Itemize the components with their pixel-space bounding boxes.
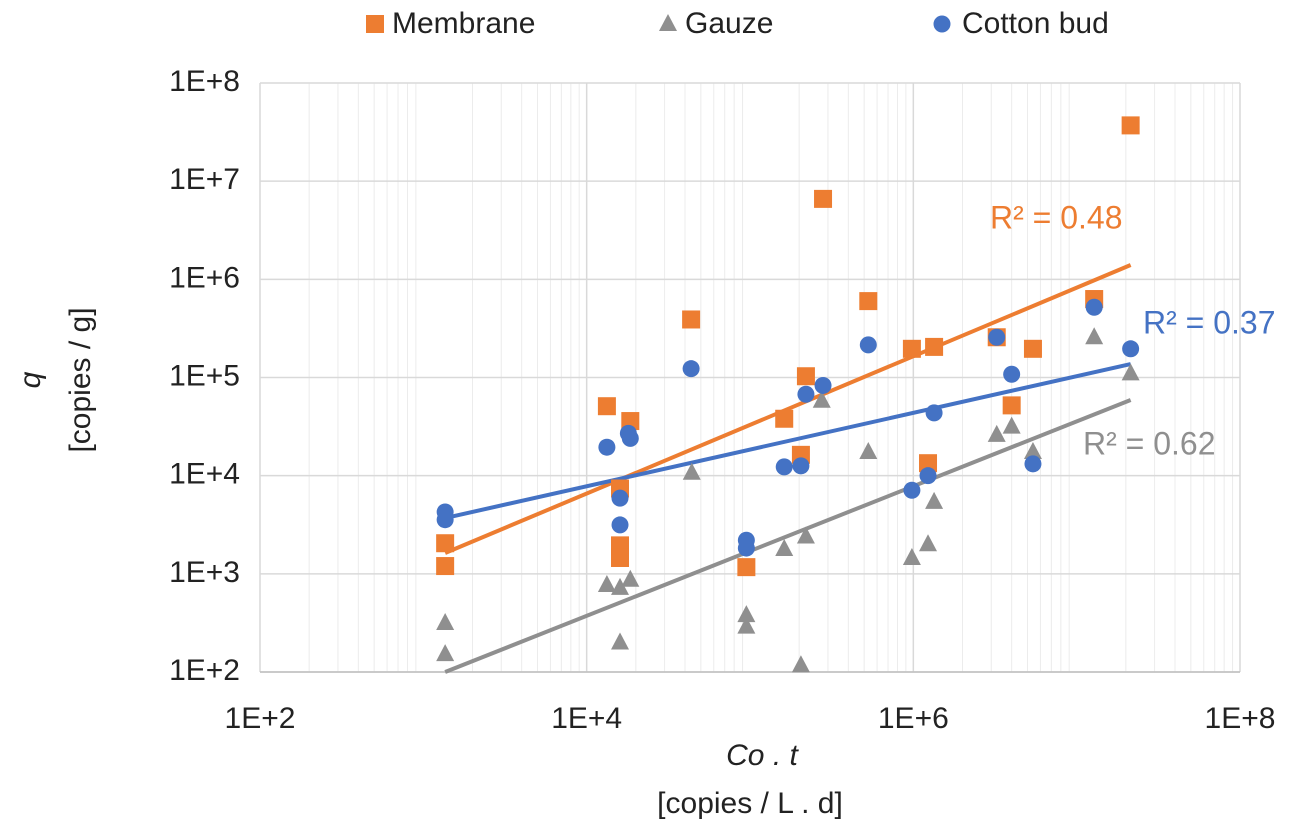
point [796,526,815,544]
point [791,655,810,673]
legend-marker [933,15,951,33]
point [682,360,700,378]
y-tick-label: 1E+3 [169,556,240,589]
legend-label: Membrane [392,7,535,40]
point [903,481,921,499]
point [987,424,1006,442]
point [611,489,629,507]
trendline [444,263,1132,555]
y-tick-label: 1E+5 [169,359,240,392]
point [597,574,616,592]
point [621,429,639,447]
point [1023,339,1042,358]
point [1121,116,1140,135]
r2-label: R² = 0.62 [1083,425,1216,461]
point [919,467,937,485]
y-tick-label: 1E+7 [169,163,240,196]
point [902,339,921,358]
point [1002,396,1021,415]
point [611,632,630,650]
point [859,292,878,311]
legend-label: Cotton bud [962,7,1109,40]
point [436,644,455,662]
point [1085,327,1104,345]
r2-label: R² = 0.37 [1143,304,1276,340]
point [1023,442,1042,460]
point [796,367,815,386]
point [1002,416,1021,434]
point [775,409,794,428]
legend-label: Gauze [685,7,773,40]
x-tick-label: 1E+8 [1205,702,1276,735]
point [737,539,755,557]
x-axis-unit: [copies / L . d] [657,787,843,820]
point [775,539,794,557]
point [611,516,629,534]
point [925,337,944,356]
y-tick-label: 1E+8 [169,65,240,98]
y-tick-label: 1E+2 [169,654,240,687]
point [1085,298,1103,316]
y-tick-label: 1E+6 [169,261,240,294]
point [1122,340,1140,358]
point [597,397,616,416]
point [797,385,815,403]
point [436,557,455,576]
point [1003,365,1021,383]
y-tick-label: 1E+4 [169,458,240,491]
point [737,558,756,577]
x-tick-label: 1E+4 [551,702,622,735]
legend-marker [366,15,384,33]
point [1121,363,1140,381]
point [598,438,616,456]
point [436,612,455,630]
point [925,491,944,509]
point [859,336,877,354]
point [919,534,938,552]
point [814,189,833,208]
point [682,310,701,329]
point [621,569,640,587]
point [436,534,455,553]
point [988,328,1006,346]
point [925,404,943,422]
x-tick-label: 1E+2 [225,702,296,735]
point [902,547,921,565]
r2-label: R² = 0.48 [990,199,1123,235]
point [1024,455,1042,473]
point [737,605,756,623]
point [775,458,793,476]
point [919,454,938,473]
y-axis-unit: [copies / g] [64,307,97,452]
x-axis-label: Co . t [726,739,799,772]
y-axis-label: q [14,371,47,388]
point [737,616,756,634]
point [436,511,454,529]
point [682,462,701,480]
trendline [444,398,1132,674]
point [814,376,832,394]
point [792,457,810,475]
point [611,548,630,567]
point [611,577,630,595]
x-tick-label: 1E+6 [878,702,949,735]
trendline [444,362,1132,521]
point [859,442,878,460]
legend-marker [659,14,677,31]
point [812,390,831,408]
